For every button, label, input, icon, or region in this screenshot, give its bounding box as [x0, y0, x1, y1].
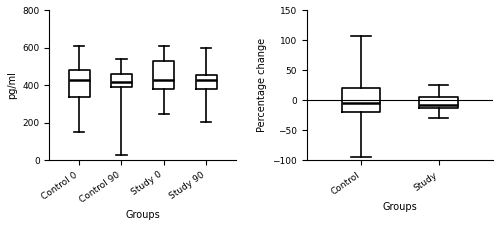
- Y-axis label: Percentage change: Percentage change: [256, 38, 266, 133]
- Y-axis label: pg/ml: pg/ml: [7, 72, 17, 99]
- X-axis label: Groups: Groups: [382, 202, 418, 212]
- X-axis label: Groups: Groups: [126, 210, 160, 220]
